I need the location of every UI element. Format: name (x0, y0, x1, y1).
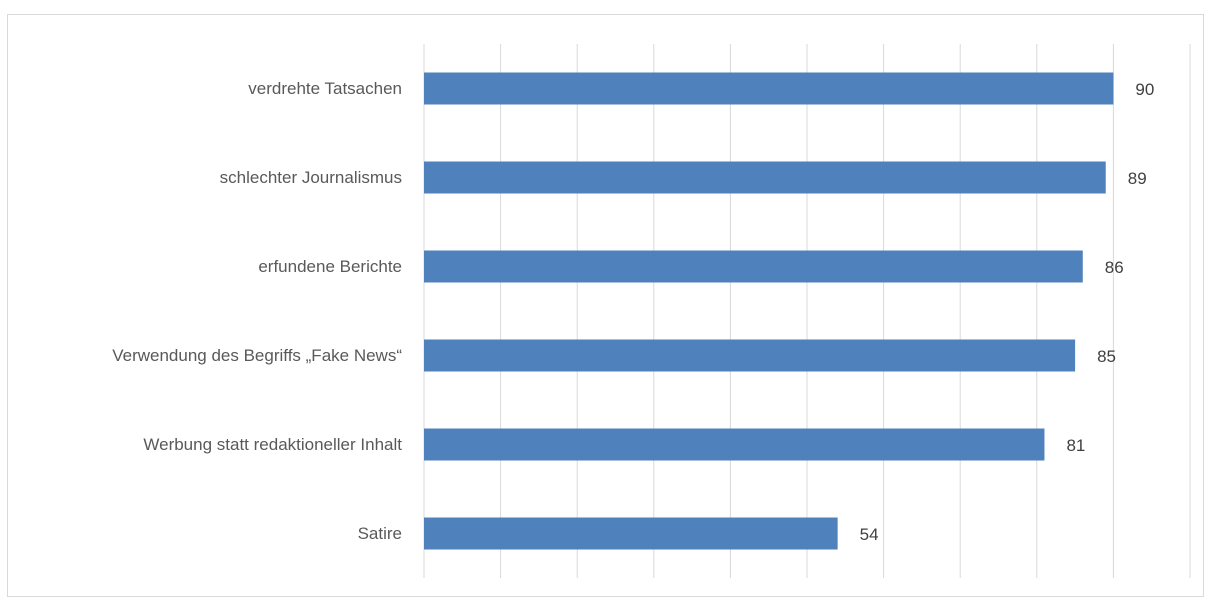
data-label: 54 (860, 525, 879, 544)
category-label: Werbung statt redaktioneller Inhalt (143, 435, 402, 454)
bar (424, 517, 838, 550)
category-label: Satire (358, 524, 402, 543)
bar (424, 250, 1083, 283)
chart-frame (7, 14, 1204, 597)
data-label: 85 (1097, 347, 1116, 366)
category-label: erfundene Berichte (258, 257, 402, 276)
data-label: 86 (1105, 258, 1124, 277)
category-label: schlechter Journalismus (220, 168, 402, 187)
gridlines (423, 44, 1191, 578)
data-label: 89 (1128, 169, 1147, 188)
data-label: 90 (1135, 80, 1154, 99)
bar (424, 339, 1076, 372)
bars (424, 72, 1114, 550)
bar (424, 428, 1045, 461)
bar (424, 161, 1106, 194)
category-label: Verwendung des Begriffs „Fake News“ (112, 346, 402, 365)
category-labels: verdrehte Tatsachen schlechter Journalism… (112, 79, 402, 543)
data-label: 81 (1066, 436, 1085, 455)
category-label: verdrehte Tatsachen (248, 79, 402, 98)
bar (424, 72, 1114, 105)
data-labels: 90 89 86 85 81 54 (860, 80, 1155, 544)
